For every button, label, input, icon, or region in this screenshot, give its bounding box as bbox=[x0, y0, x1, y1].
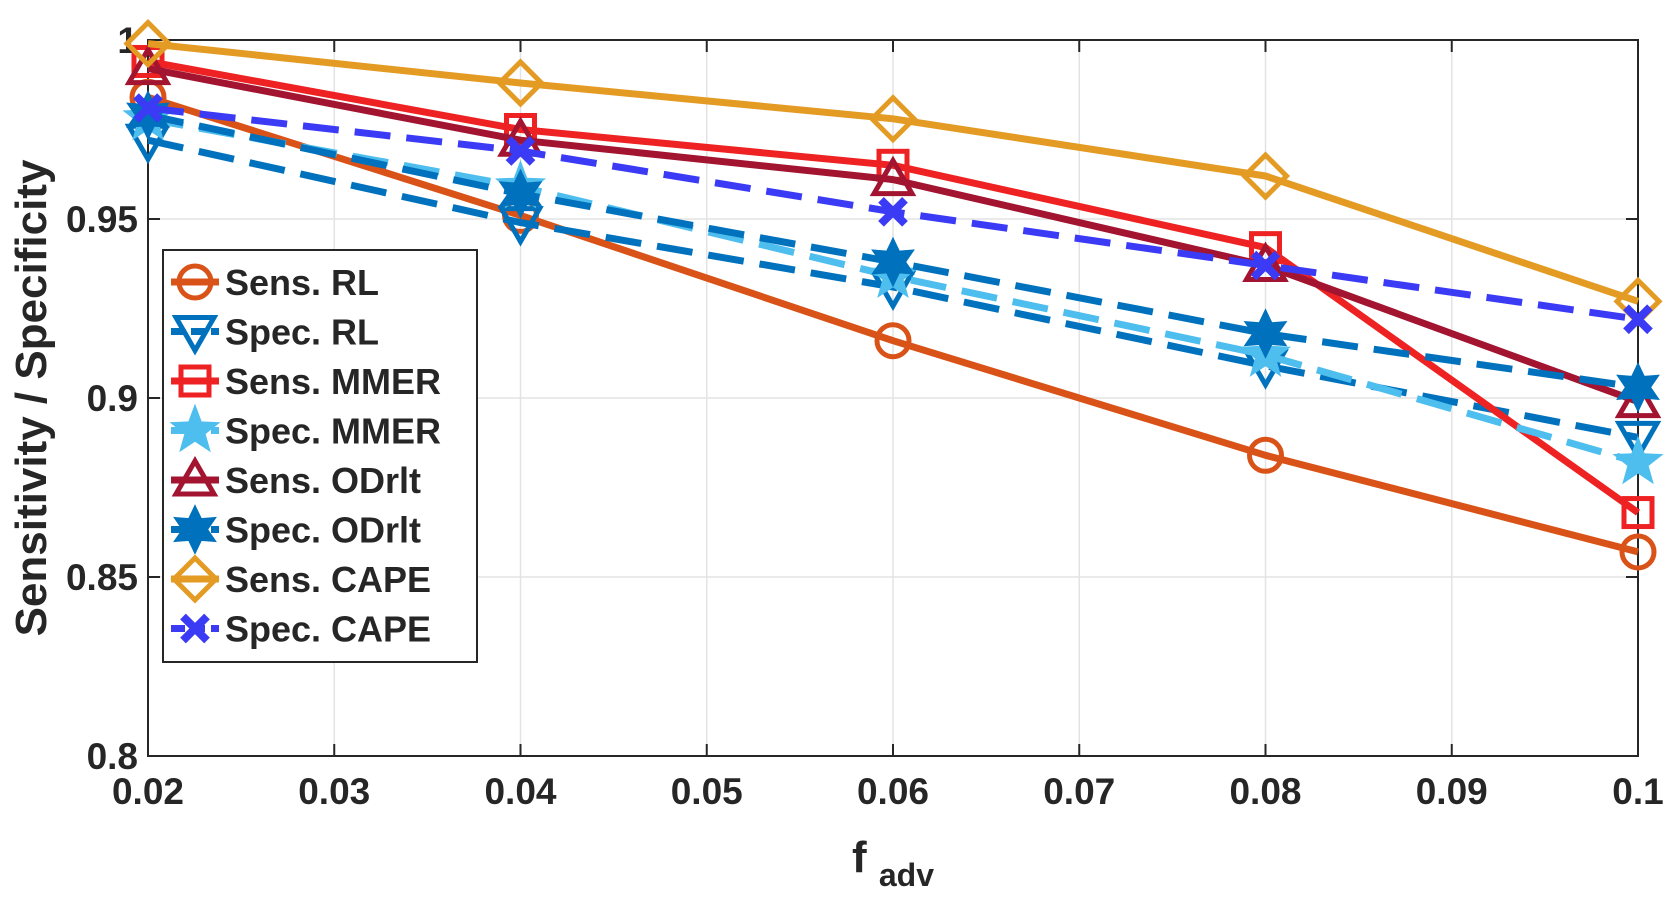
marker-triangle-up bbox=[869, 155, 917, 197]
legend-item: Spec. CAPE bbox=[171, 609, 431, 650]
x-tick-label: 0.06 bbox=[857, 771, 929, 812]
marker-pentagram bbox=[1612, 435, 1664, 485]
legend-item: Spec. RL bbox=[171, 312, 379, 356]
x-tick-label: 0.1 bbox=[1612, 771, 1663, 812]
marker-hexagram bbox=[1616, 361, 1660, 413]
legend-label: Sens. ODrlt bbox=[225, 460, 421, 501]
y-axis: 0.80.850.90.951 bbox=[66, 20, 1638, 777]
marker-hexagram bbox=[126, 89, 170, 141]
legend-item: Spec. MMER bbox=[169, 403, 441, 453]
legend-item: Sens. ODrlt bbox=[171, 455, 421, 501]
marker-x-stroke bbox=[133, 93, 163, 123]
series-spec-cape bbox=[133, 93, 1653, 335]
x-tick-label: 0.03 bbox=[298, 771, 370, 812]
x-axis-label-subscript: adv bbox=[879, 857, 934, 893]
marker-x bbox=[505, 136, 536, 166]
marker-x-stroke bbox=[180, 613, 210, 644]
marker-x-stroke bbox=[505, 136, 536, 166]
x-axis-label-main: f bbox=[852, 833, 867, 882]
marker-circle bbox=[176, 263, 214, 301]
legend-label: Sens. MMER bbox=[225, 361, 441, 402]
marker-circle bbox=[1619, 533, 1657, 571]
marker-circle bbox=[874, 322, 912, 360]
marker-diamond bbox=[1240, 151, 1291, 201]
legend-label: Sens. CAPE bbox=[225, 559, 431, 600]
legend-item: Sens. MMER bbox=[171, 361, 441, 402]
series-spec-odrlt bbox=[126, 89, 1660, 413]
legend-label: Spec. MMER bbox=[225, 411, 441, 452]
y-tick-label: 0.95 bbox=[66, 199, 138, 240]
x-tick-label: 0.05 bbox=[671, 771, 743, 812]
legend-item: Sens. CAPE bbox=[170, 554, 431, 604]
legend-label: Sens. RL bbox=[225, 262, 379, 303]
x-tick-label: 0.08 bbox=[1229, 771, 1301, 812]
y-tick-label: 0.9 bbox=[87, 378, 138, 419]
y-axis-label: Sensitivity / Specificity bbox=[7, 159, 56, 636]
marker-hexagram bbox=[1243, 308, 1288, 359]
marker-x-stroke bbox=[1250, 250, 1281, 281]
marker-x-stroke bbox=[1623, 304, 1653, 335]
marker-triangle-up bbox=[124, 44, 172, 86]
marker-circle bbox=[1247, 436, 1284, 474]
series-line bbox=[147, 40, 1640, 305]
series-line bbox=[147, 65, 1640, 405]
marker-diamond bbox=[170, 554, 220, 604]
legend-item: Spec. ODrlt bbox=[171, 504, 421, 555]
marker-square bbox=[178, 364, 212, 398]
marker-x bbox=[180, 613, 210, 644]
legend: Sens. RL Spec. RL Sens. MMER Spec. MMER Sens… bbox=[162, 249, 478, 663]
x-tick-label: 0.04 bbox=[484, 771, 556, 812]
legend-label: Spec. RL bbox=[225, 312, 379, 353]
marker-triangle-down bbox=[1614, 420, 1662, 462]
marker-diamond bbox=[868, 94, 918, 144]
x-tick-label: 0.02 bbox=[112, 771, 184, 812]
series-sens-rl bbox=[129, 78, 1657, 571]
marker-triangle-up bbox=[1614, 377, 1662, 419]
marker-diamond bbox=[495, 58, 546, 108]
series-layer bbox=[122, 19, 1664, 571]
marker-hexagram bbox=[173, 504, 217, 555]
y-tick-label: 0.8 bbox=[87, 736, 138, 777]
marker-x bbox=[878, 197, 908, 227]
marker-hexagram bbox=[498, 168, 543, 220]
series-line bbox=[146, 93, 1639, 556]
marker-x bbox=[1250, 250, 1281, 281]
marker-pentagram bbox=[169, 403, 221, 453]
marker-triangle-up bbox=[171, 455, 219, 497]
legend-label: Spec. ODrlt bbox=[225, 510, 421, 551]
marker-triangle-down bbox=[171, 315, 219, 356]
marker-x-stroke bbox=[878, 197, 908, 227]
marker-diamond bbox=[123, 19, 173, 69]
marker-x bbox=[133, 93, 163, 123]
marker-square bbox=[1621, 496, 1655, 530]
x-axis-label: f adv bbox=[852, 833, 934, 893]
marker-x bbox=[1623, 304, 1653, 335]
y-tick-label: 0.85 bbox=[66, 557, 138, 598]
legend-item: Sens. RL bbox=[171, 262, 379, 303]
x-axis: 0.02 0.03 0.04 0.05 0.06 0.07 0.08 0.09 0.1 bbox=[112, 40, 1664, 812]
x-tick-label: 0.09 bbox=[1416, 771, 1488, 812]
marker-hexagram bbox=[871, 236, 915, 288]
legend-label: Spec. CAPE bbox=[225, 609, 431, 650]
series-sens-cape bbox=[123, 19, 1663, 326]
x-tick-label: 0.07 bbox=[1043, 771, 1115, 812]
